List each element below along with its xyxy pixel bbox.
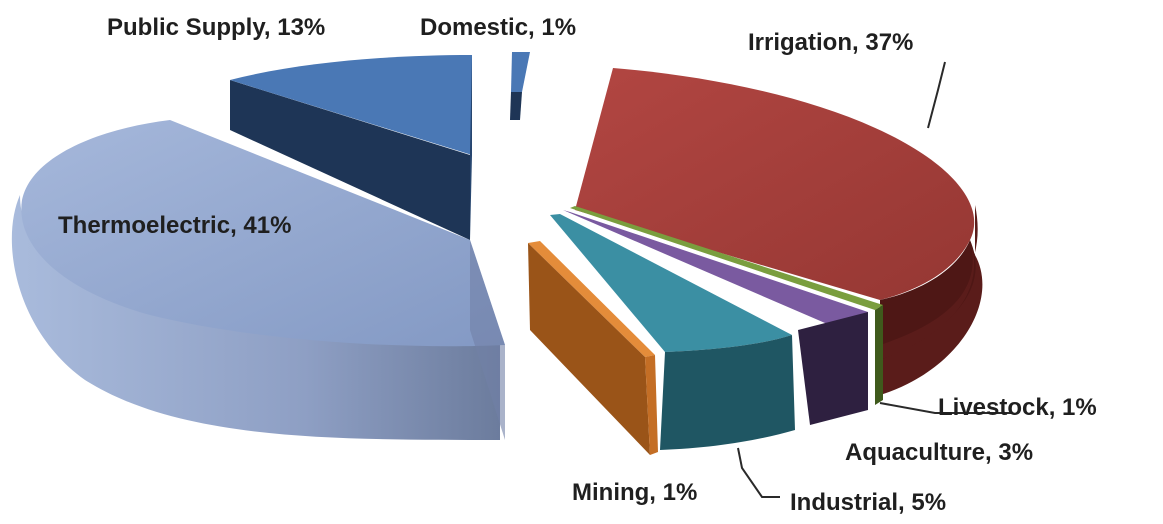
- public-supply-top: [230, 55, 472, 155]
- pie-slice-domestic: [510, 52, 530, 120]
- pie-slice-aquaculture: [563, 210, 868, 425]
- label-livestock: Livestock, 1%: [938, 394, 1097, 421]
- aquaculture-top: [563, 210, 868, 326]
- industrial-side: [660, 335, 795, 450]
- pie-slice-public-supply: [230, 55, 472, 240]
- label-irrigation: Irrigation, 37%: [748, 29, 913, 56]
- thermoelectric-side: [11, 195, 501, 440]
- aquaculture-side: [798, 312, 868, 425]
- label-thermoelectric: Thermoelectric, 41%: [58, 212, 291, 239]
- public-supply-side: [230, 80, 470, 240]
- label-aquaculture: Aquaculture, 3%: [845, 439, 1033, 466]
- irrigation-side-front: [880, 240, 976, 360]
- mining-side: [528, 243, 650, 455]
- mining-front: [645, 355, 658, 455]
- label-domestic: Domestic, 1%: [420, 14, 576, 41]
- leader-irrigation: [927, 61, 946, 129]
- livestock-side: [875, 305, 883, 405]
- mining-top: [528, 241, 655, 357]
- domestic-side: [510, 92, 522, 120]
- pie-slice-thermoelectric: [11, 120, 506, 440]
- label-industrial: Industrial, 5%: [790, 489, 946, 516]
- label-mining: Mining, 1%: [572, 479, 697, 506]
- pie-slice-mining: [528, 241, 658, 455]
- leader-livestock: [879, 402, 1013, 414]
- pie-slice-irrigation: [575, 68, 983, 395]
- irrigation-top: [575, 68, 975, 300]
- industrial-top: [550, 214, 792, 352]
- thermoelectric-inner-side: [470, 240, 505, 440]
- leader-lines: [737, 61, 1013, 498]
- domestic-top: [511, 52, 530, 92]
- pie-slice-industrial: [550, 214, 795, 450]
- slice-labels: Public Supply, 13% Domestic, 1% Irrigati…: [58, 14, 1097, 516]
- public-supply-inner-side: [470, 55, 472, 240]
- pie-slice-livestock: [570, 206, 883, 405]
- label-public-supply: Public Supply, 13%: [107, 14, 325, 41]
- livestock-top: [570, 206, 883, 310]
- irrigation-outer-side: [880, 240, 975, 360]
- thermoelectric-top: [21, 120, 506, 347]
- leader-industrial: [737, 447, 780, 498]
